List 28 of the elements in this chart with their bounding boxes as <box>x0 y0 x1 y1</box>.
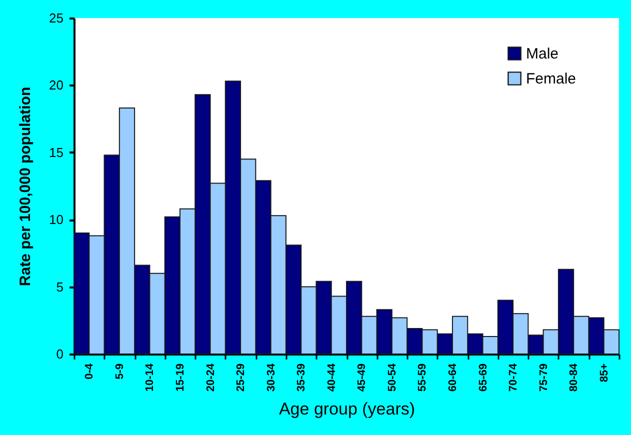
y-axis-title: Rate per 100,000 population <box>17 86 34 286</box>
y-tick-label: 25 <box>49 10 64 26</box>
x-tick-label: 20-24 <box>204 362 217 392</box>
x-axis-title: Age group (years) <box>278 400 416 419</box>
x-tick-label: 0-4 <box>84 362 96 380</box>
y-tick-label: 20 <box>49 78 64 93</box>
x-tick-label: 60-64 <box>446 362 459 392</box>
x-tick-label: 80-84 <box>568 362 580 392</box>
y-tick-label: 0 <box>56 346 64 362</box>
x-tick-label: 35-39 <box>296 364 308 392</box>
x-tick-label: 55-59 <box>416 364 429 392</box>
x-tick-label: 50-54 <box>386 362 398 392</box>
legend-label: Female <box>526 70 576 88</box>
y-tick-label: 5 <box>56 279 64 294</box>
x-tick-label: 65-69 <box>477 364 490 392</box>
x-tick-label: 25-29 <box>235 364 248 392</box>
x-tick-label: 10-14 <box>144 362 156 392</box>
y-tick-label: 10 <box>49 212 64 228</box>
x-tick-label: 75-79 <box>538 364 550 392</box>
x-tick-label: 15-19 <box>174 364 186 392</box>
x-tick-label: 45-49 <box>356 364 368 392</box>
legend-label: Male <box>526 46 559 62</box>
x-tick-label: 85+ <box>598 364 610 382</box>
x-tick-label: 5-9 <box>114 364 126 380</box>
x-tick-label: 30-34 <box>265 362 278 392</box>
x-tick-label: 40-44 <box>326 362 338 392</box>
y-tick-label: 15 <box>49 144 64 160</box>
x-tick-label: 70-74 <box>508 362 520 392</box>
